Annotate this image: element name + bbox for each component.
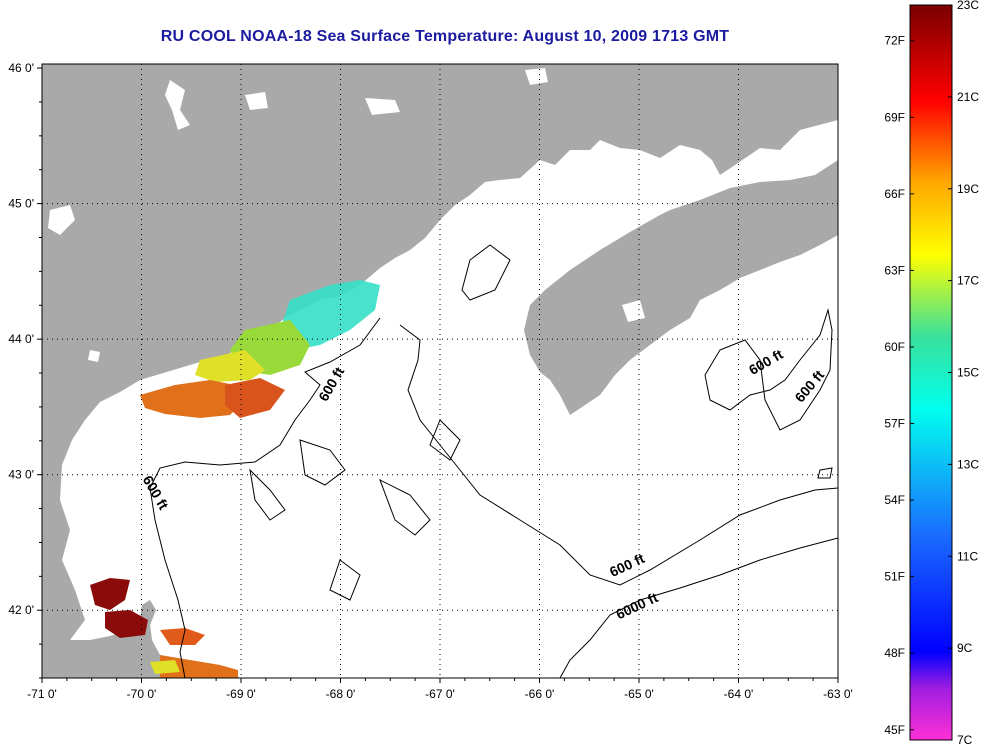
colorbar-f-label: 51F [884,570,905,584]
lat-tick-label: 44 0' [8,332,34,346]
colorbar-celsius-labels: 23C 21C 19C 17C 15C 13C 11C 9C 7C [948,0,979,747]
lon-tick-label: -66 0' [525,687,555,701]
colorbar-f-label: 60F [884,340,905,354]
colorbar-c-label: 7C [957,733,973,747]
lon-tick-label: -64 0' [724,687,754,701]
colorbar-fahrenheit-labels: 72F 69F 66F 63F 60F 57F 54F 51F 48F 45F [884,34,914,737]
lat-tick-label: 43 0' [8,468,34,482]
longitude-axis: -71 0' -70 0' -69 0' -68 0' -67 0' -66 0' -65 … [27,678,853,701]
map-title: RU COOL NOAA-18 Sea Surface Temperature:… [160,28,730,45]
land-mainland [42,64,838,678]
colorbar-f-label: 45F [884,723,905,737]
lon-tick-label: -69 0' [226,687,256,701]
colorbar-f-label: 66F [884,187,905,201]
lon-tick-label: -68 0' [326,687,356,701]
colorbar-c-label: 13C [957,457,979,471]
lon-tick-label: -70 0' [127,687,157,701]
lon-tick-label: -67 0' [425,687,455,701]
colorbar: 72F 69F 66F 63F 60F 57F 54F 51F 48F 45F 23C 21C 19C… [884,0,979,747]
lat-tick-label: 45 0' [8,197,34,211]
colorbar-c-label: 15C [957,366,979,380]
colorbar-gradient [909,4,953,741]
colorbar-c-label: 11C [957,549,978,563]
colorbar-c-label: 17C [957,274,979,288]
colorbar-f-label: 57F [884,417,905,431]
sst-patches [90,280,380,678]
lon-tick-label: -71 0' [27,687,57,701]
bay-of-fundy [500,178,712,305]
colorbar-f-label: 63F [884,263,905,277]
lat-tick-label: 46 0' [8,61,34,75]
lon-tick-label: -63 0' [823,687,853,701]
colorbar-f-label: 69F [884,110,905,124]
latitude-axis: 46 0' 45 0' 44 0' 43 0' 42 0' [8,61,42,679]
colorbar-c-label: 19C [957,182,979,196]
colorbar-c-label: 21C [957,90,979,104]
lakes [48,68,645,362]
lon-tick-label: -65 0' [624,687,654,701]
land-nova-scotia [524,160,838,415]
colorbar-f-label: 48F [884,646,905,660]
colorbar-f-label: 54F [884,493,905,507]
colorbar-f-label: 72F [884,34,905,48]
colorbar-c-label: 23C [957,0,979,12]
colorbar-c-label: 9C [957,641,973,655]
depth-contours [149,244,839,679]
lat-tick-label: 42 0' [8,603,34,617]
